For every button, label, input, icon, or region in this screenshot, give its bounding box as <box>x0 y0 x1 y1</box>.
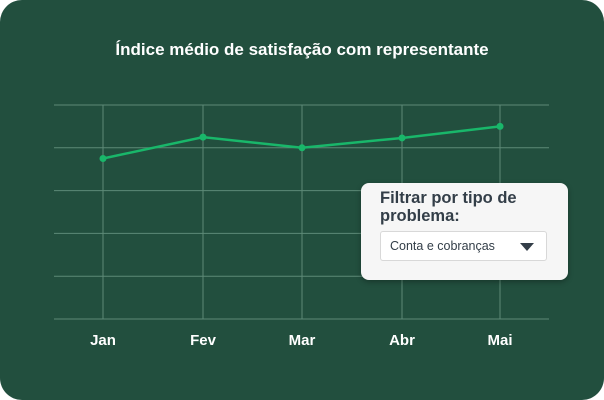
data-point <box>398 134 406 142</box>
data-point <box>298 144 306 152</box>
filter-panel: Filtrar por tipo de problema: Conta e co… <box>361 183 568 280</box>
data-point <box>496 122 504 130</box>
x-tick-label: Mar <box>289 332 316 349</box>
x-tick-label: Fev <box>190 332 217 349</box>
filter-label: Filtrar por tipo de problema: <box>380 189 517 225</box>
x-tick-label: Abr <box>389 332 415 349</box>
problem-type-select[interactable]: Conta e cobranças <box>380 231 547 261</box>
x-tick-label: Jan <box>90 332 116 349</box>
x-tick-label: Mai <box>487 332 512 349</box>
chart-title: Índice médio de satisfação com represent… <box>115 40 489 59</box>
data-point <box>199 133 207 141</box>
chevron-down-icon <box>520 243 534 251</box>
data-point <box>99 155 107 162</box>
select-value: Conta e cobranças <box>390 239 495 253</box>
